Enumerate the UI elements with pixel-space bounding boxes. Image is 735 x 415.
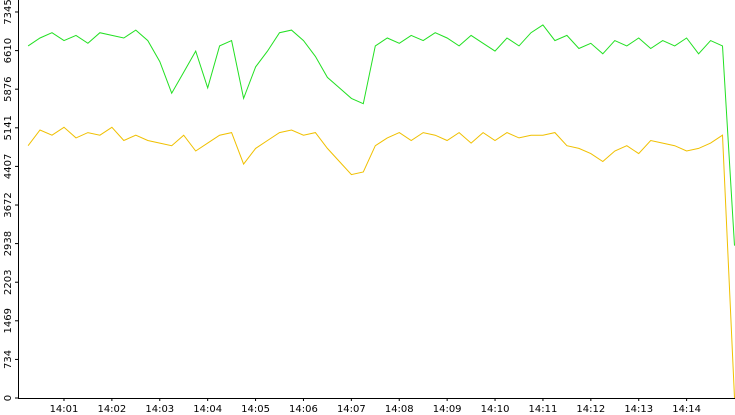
x-tick-label: 14:14 xyxy=(672,404,701,415)
x-tick-label: 14:08 xyxy=(385,404,414,415)
y-tick-label: 0 xyxy=(3,395,14,401)
x-tick-label: 14:13 xyxy=(624,404,653,415)
x-tick-label: 14:05 xyxy=(241,404,270,415)
x-tick-label: 14:11 xyxy=(529,404,558,415)
x-tick-label: 14:10 xyxy=(481,404,510,415)
x-tick-label: 14:04 xyxy=(193,404,222,415)
x-tick-label: 14:01 xyxy=(50,404,79,415)
y-tick-label: 734 xyxy=(3,350,14,369)
x-tick-label: 14:09 xyxy=(433,404,462,415)
x-tick-label: 14:12 xyxy=(576,404,605,415)
series-line xyxy=(27,126,735,399)
x-tick-label: 14:03 xyxy=(145,404,174,415)
x-tick-label: 14:06 xyxy=(289,404,318,415)
x-tick-label: 14:02 xyxy=(97,404,126,415)
x-tick-label: 14:07 xyxy=(337,404,366,415)
series-line xyxy=(27,24,735,246)
y-tick-label: 1469 xyxy=(3,308,14,333)
y-tick-label: 2938 xyxy=(3,231,14,256)
y-tick-label: 7345 xyxy=(3,0,14,25)
y-tick-label: 5876 xyxy=(3,76,14,101)
y-tick-label: 5141 xyxy=(3,115,14,140)
y-tick-label: 4407 xyxy=(3,154,14,179)
y-tick-label: 6610 xyxy=(3,38,14,63)
y-tick-label: 2203 xyxy=(3,269,14,294)
y-tick-label: 3672 xyxy=(3,192,14,217)
